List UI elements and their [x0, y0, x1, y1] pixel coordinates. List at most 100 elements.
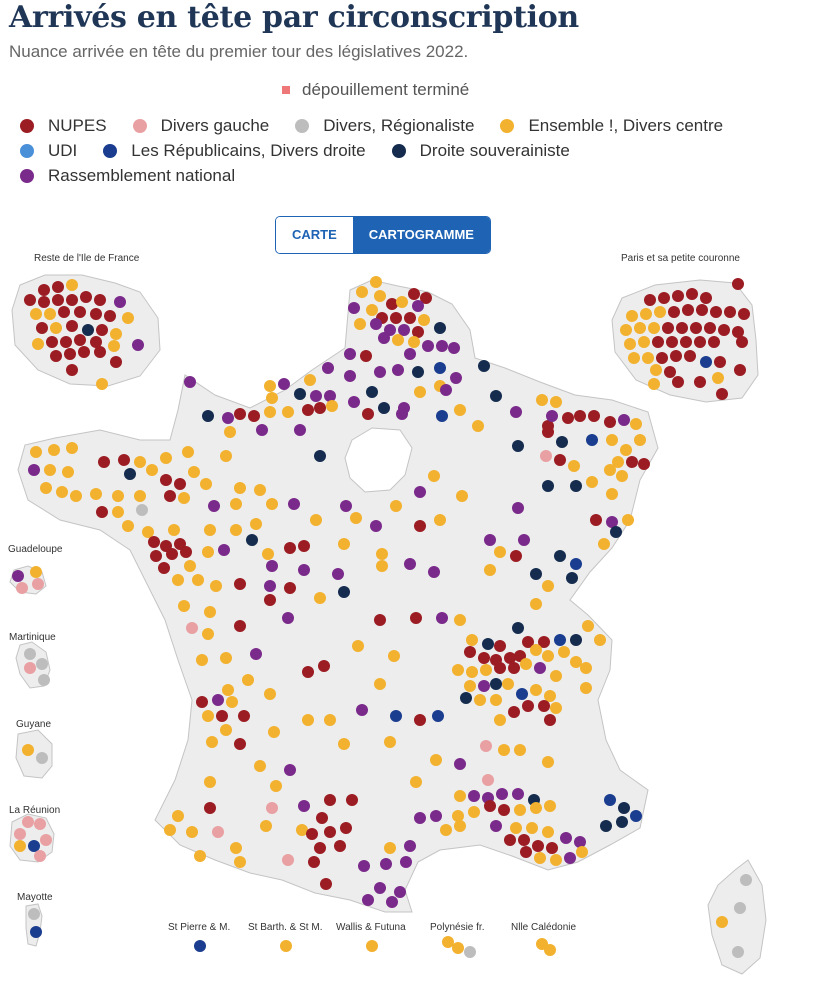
constituency-dot[interactable] — [374, 290, 386, 302]
constituency-dot[interactable] — [518, 534, 530, 546]
constituency-dot[interactable] — [266, 802, 278, 814]
constituency-dot[interactable] — [338, 738, 350, 750]
constituency-dot[interactable] — [490, 820, 502, 832]
constituency-dot[interactable] — [490, 678, 502, 690]
constituency-dot[interactable] — [346, 794, 358, 806]
constituency-dot[interactable] — [260, 820, 272, 832]
constituency-dot[interactable] — [196, 696, 208, 708]
constituency-dot[interactable] — [474, 694, 486, 706]
constituency-dot[interactable] — [454, 820, 466, 832]
constituency-dot[interactable] — [210, 580, 222, 592]
constituency-dot[interactable] — [204, 606, 216, 618]
constituency-dot[interactable] — [222, 412, 234, 424]
constituency-dot[interactable] — [288, 498, 300, 510]
constituency-dot[interactable] — [398, 324, 410, 336]
constituency-dot[interactable] — [442, 936, 454, 948]
constituency-dot[interactable] — [542, 426, 554, 438]
constituency-dot[interactable] — [28, 840, 40, 852]
toggle-cartogramme-button[interactable]: CARTOGRAMME — [352, 217, 490, 253]
constituency-dot[interactable] — [202, 546, 214, 558]
constituency-dot[interactable] — [132, 339, 144, 351]
constituency-dot[interactable] — [638, 336, 650, 348]
constituency-dot[interactable] — [282, 612, 294, 624]
constituency-dot[interactable] — [590, 514, 602, 526]
constituency-dot[interactable] — [220, 724, 232, 736]
constituency-dot[interactable] — [404, 312, 416, 324]
constituency-dot[interactable] — [494, 662, 506, 674]
constituency-dot[interactable] — [420, 292, 432, 304]
constituency-dot[interactable] — [148, 536, 160, 548]
constituency-dot[interactable] — [168, 524, 180, 536]
constituency-dot[interactable] — [496, 788, 508, 800]
constituency-dot[interactable] — [434, 362, 446, 374]
constituency-dot[interactable] — [36, 658, 48, 670]
constituency-dot[interactable] — [16, 582, 28, 594]
constituency-dot[interactable] — [150, 550, 162, 562]
constituency-dot[interactable] — [732, 946, 744, 958]
constituency-dot[interactable] — [322, 362, 334, 374]
constituency-dot[interactable] — [370, 276, 382, 288]
constituency-dot[interactable] — [732, 278, 744, 290]
constituency-dot[interactable] — [504, 652, 516, 664]
constituency-dot[interactable] — [410, 612, 422, 624]
constituency-dot[interactable] — [544, 690, 556, 702]
constituency-dot[interactable] — [38, 284, 50, 296]
constituency-dot[interactable] — [468, 806, 480, 818]
constituency-dot[interactable] — [230, 524, 242, 536]
constituency-dot[interactable] — [362, 408, 374, 420]
constituency-dot[interactable] — [32, 338, 44, 350]
constituency-dot[interactable] — [180, 546, 192, 558]
constituency-dot[interactable] — [542, 480, 554, 492]
constituency-dot[interactable] — [14, 840, 26, 852]
constituency-dot[interactable] — [310, 390, 322, 402]
constituency-dot[interactable] — [620, 324, 632, 336]
constituency-dot[interactable] — [94, 346, 106, 358]
constituency-dot[interactable] — [374, 614, 386, 626]
constituency-dot[interactable] — [386, 298, 398, 310]
constituency-dot[interactable] — [266, 392, 278, 404]
constituency-dot[interactable] — [314, 450, 326, 462]
constituency-dot[interactable] — [464, 646, 476, 658]
constituency-dot[interactable] — [192, 574, 204, 586]
constituency-dot[interactable] — [454, 758, 466, 770]
constituency-dot[interactable] — [514, 804, 526, 816]
constituency-dot[interactable] — [512, 502, 524, 514]
constituency-dot[interactable] — [542, 580, 554, 592]
constituency-dot[interactable] — [600, 820, 612, 832]
constituency-dot[interactable] — [494, 714, 506, 726]
constituency-dot[interactable] — [648, 378, 660, 390]
constituency-dot[interactable] — [374, 678, 386, 690]
constituency-dot[interactable] — [136, 504, 148, 516]
toggle-carte-button[interactable]: CARTE — [276, 217, 353, 253]
constituency-dot[interactable] — [46, 336, 58, 348]
constituency-dot[interactable] — [414, 714, 426, 726]
constituency-dot[interactable] — [732, 326, 744, 338]
constituency-dot[interactable] — [64, 348, 76, 360]
constituency-dot[interactable] — [532, 840, 544, 852]
constituency-dot[interactable] — [234, 408, 246, 420]
constituency-dot[interactable] — [410, 776, 422, 788]
constituency-dot[interactable] — [194, 940, 206, 952]
constituency-dot[interactable] — [606, 434, 618, 446]
constituency-dot[interactable] — [212, 826, 224, 838]
constituency-dot[interactable] — [112, 490, 124, 502]
constituency-dot[interactable] — [464, 680, 476, 692]
constituency-dot[interactable] — [94, 294, 106, 306]
constituency-dot[interactable] — [234, 856, 246, 868]
constituency-dot[interactable] — [264, 594, 276, 606]
constituency-dot[interactable] — [158, 562, 170, 574]
constituency-dot[interactable] — [48, 444, 60, 456]
constituency-dot[interactable] — [308, 856, 320, 868]
constituency-dot[interactable] — [392, 334, 404, 346]
constituency-dot[interactable] — [710, 306, 722, 318]
constituency-dot[interactable] — [626, 456, 638, 468]
constituency-dot[interactable] — [302, 714, 314, 726]
constituency-dot[interactable] — [694, 376, 706, 388]
constituency-dot[interactable] — [556, 436, 568, 448]
constituency-dot[interactable] — [666, 336, 678, 348]
constituency-dot[interactable] — [134, 490, 146, 502]
constituency-dot[interactable] — [618, 802, 630, 814]
constituency-dot[interactable] — [640, 308, 652, 320]
constituency-dot[interactable] — [204, 776, 216, 788]
constituency-dot[interactable] — [648, 322, 660, 334]
